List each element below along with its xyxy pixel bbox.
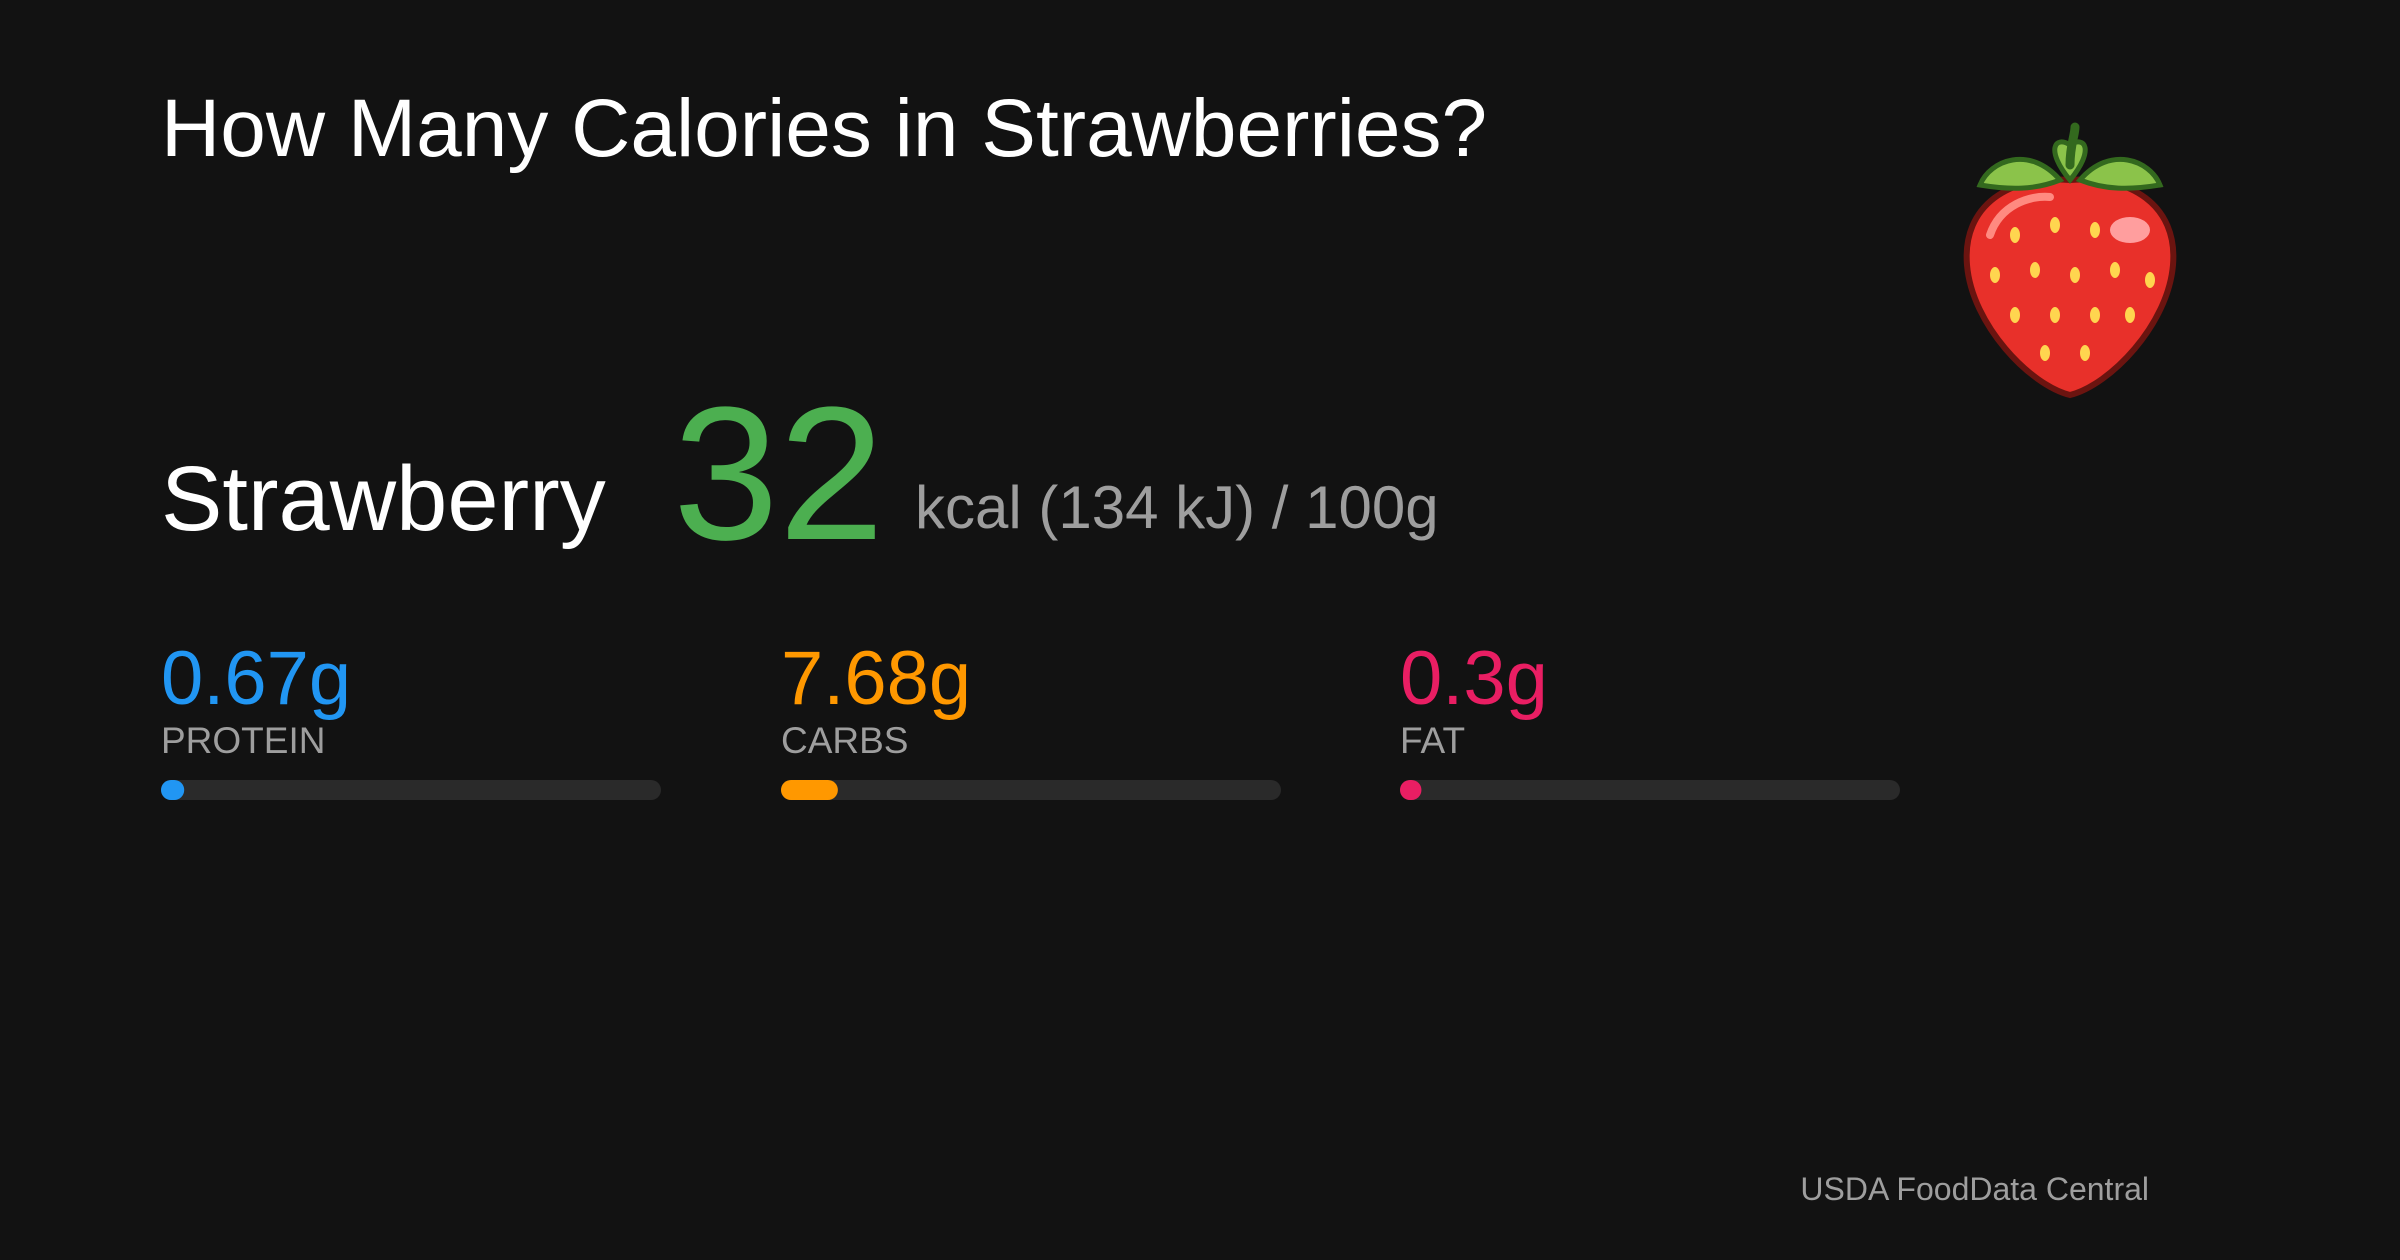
macro-label: PROTEIN bbox=[161, 720, 325, 761]
macro-value: 0.3g bbox=[1400, 636, 1548, 721]
food-name: Strawberry bbox=[161, 448, 606, 550]
calories-unit: kcal (134 kJ) / 100g bbox=[915, 474, 1439, 541]
source: USDA FoodData Central bbox=[1800, 1171, 2149, 1207]
macro-value: 7.68g bbox=[781, 636, 971, 721]
macro-label: FAT bbox=[1400, 720, 1465, 761]
title: How Many Calories in Strawberries? bbox=[161, 83, 1487, 174]
calories: 32 bbox=[673, 368, 884, 580]
strawberry-icon bbox=[1963, 122, 2177, 399]
macro-value: 0.67g bbox=[161, 636, 351, 721]
macro-label: CARBS bbox=[781, 720, 908, 761]
